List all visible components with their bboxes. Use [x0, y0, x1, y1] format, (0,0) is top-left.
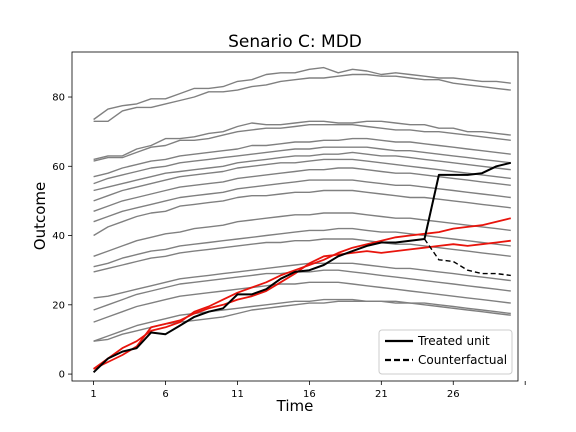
control-unit-line-5	[93, 137, 511, 178]
legend-label-counterfactual: Counterfactual	[418, 353, 507, 367]
x-tick-label: 16	[303, 389, 316, 400]
control-unit-line-14	[93, 238, 511, 273]
control-unit-line-3	[93, 120, 511, 161]
x-axis: 1 6 11 16 21 26	[90, 381, 526, 400]
y-axis: 0 20 40 60 80	[52, 93, 72, 381]
synthetic-unit-line-2	[93, 239, 511, 370]
y-tick-label: 60	[52, 162, 65, 173]
plot-frame	[71, 51, 519, 382]
control-unit-line-17	[93, 281, 511, 323]
control-unit-line-9	[93, 167, 511, 212]
y-tick-label: 80	[52, 93, 65, 104]
control-unit-line-7	[93, 151, 511, 192]
control-unit-line-10	[93, 179, 511, 223]
legend: Treated unit Counterfactual	[378, 329, 513, 375]
y-axis-title: Outcome	[31, 182, 49, 250]
x-tick-label: 6	[162, 389, 168, 400]
control-unit-line-2	[93, 73, 511, 123]
y-tick-label: 0	[59, 370, 65, 381]
control-unit-line-13	[93, 227, 511, 268]
control-unit-line-6	[93, 146, 511, 185]
x-tick-label: 1	[90, 389, 96, 400]
x-axis-title: Time	[276, 397, 314, 415]
series-layer	[92, 66, 512, 374]
control-unit-line-18	[93, 298, 511, 342]
y-tick-label: 40	[52, 231, 65, 242]
control-unit-line-11	[93, 189, 511, 237]
x-tick-label: 26	[447, 389, 460, 400]
legend-label-treated: Treated unit	[417, 334, 490, 348]
y-tick-label: 20	[52, 300, 65, 311]
x-tick-label: 11	[231, 389, 244, 400]
control-unit-line-4	[93, 123, 511, 162]
x-tick-label: 21	[375, 389, 388, 400]
treated-line	[92, 161, 512, 374]
control-unit-line-12	[93, 212, 511, 257]
control-unit-line-8	[93, 158, 511, 202]
control-unit-line-15	[93, 262, 511, 299]
chart-title: Senario C: MDD	[228, 32, 362, 52]
control-unit-line-1	[93, 66, 511, 121]
counterfactual-line	[423, 238, 511, 277]
